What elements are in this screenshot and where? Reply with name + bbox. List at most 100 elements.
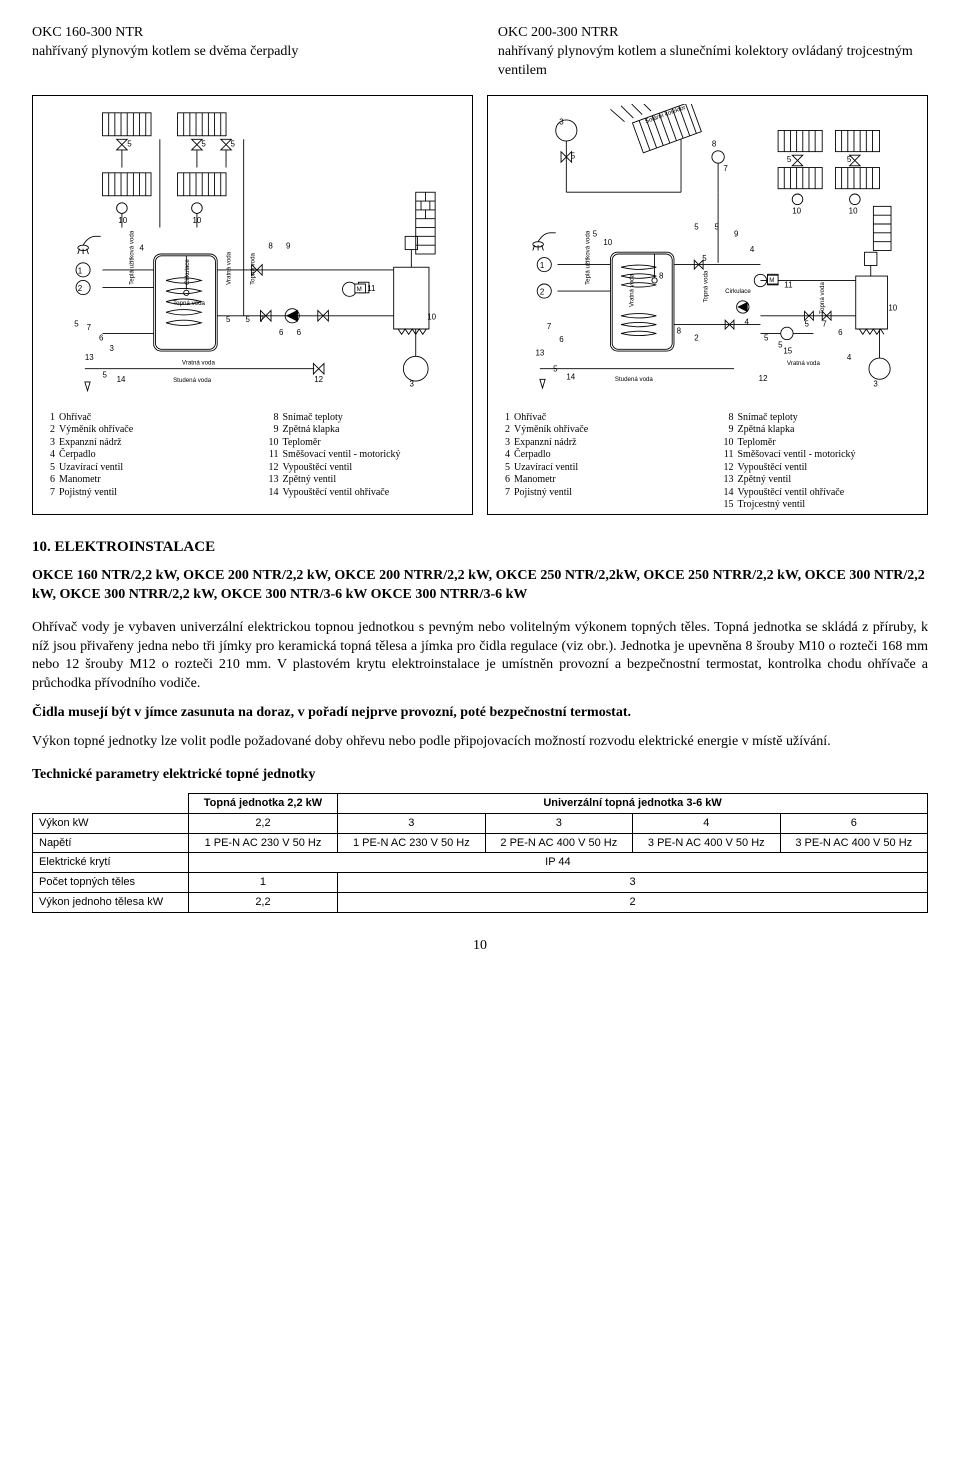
- cell-vyk1-0: 2,2: [188, 893, 337, 913]
- svg-text:5: 5: [74, 319, 79, 328]
- header-left: OKC 160-300 NTR nahřívaný plynovým kotle…: [32, 24, 462, 81]
- legend-text: Teploměr: [283, 437, 321, 450]
- svg-text:5: 5: [702, 254, 707, 263]
- legend-row: 14Vypouštěcí ventil ohřívače: [265, 487, 465, 500]
- svg-text:4: 4: [140, 243, 145, 252]
- svg-text:7: 7: [87, 323, 92, 332]
- legend-text: Směšovací ventil - motorický: [738, 449, 856, 462]
- svg-text:5: 5: [715, 222, 720, 231]
- svg-text:5: 5: [226, 315, 231, 324]
- svg-text:8: 8: [659, 271, 664, 280]
- legend-num: 7: [41, 487, 59, 500]
- legend-text: Vypouštěcí ventil: [738, 462, 808, 475]
- schematic-right: 35 87 55 1010 55 510 94 12 8 5 11 76 135…: [496, 104, 919, 404]
- legend-row: 11Směšovací ventil - motorický: [720, 449, 920, 462]
- svg-text:14: 14: [566, 372, 575, 381]
- svg-text:7: 7: [547, 322, 552, 331]
- cell-vykon-4: 6: [780, 813, 927, 833]
- svg-text:7: 7: [822, 319, 827, 328]
- cell-vykon-1: 3: [338, 813, 485, 833]
- header-right: OKC 200-300 NTRR nahřívaný plynovým kotl…: [498, 24, 928, 81]
- legend-num: 11: [265, 449, 283, 462]
- schematic-left: 555 1010 12 4 89 11 557 66 763 13514 123…: [41, 104, 464, 404]
- svg-text:2: 2: [540, 287, 545, 296]
- svg-text:6: 6: [297, 328, 302, 337]
- svg-text:4: 4: [750, 245, 755, 254]
- cell-napeti-3: 3 PE-N AC 400 V 50 Hz: [633, 833, 780, 853]
- diagram-left: 555 1010 12 4 89 11 557 66 763 13514 123…: [32, 95, 473, 515]
- svg-text:13: 13: [85, 353, 94, 362]
- legend-row: 1Ohřívač: [496, 412, 696, 425]
- legend-num: 12: [265, 462, 283, 475]
- cell-vykon-2: 3: [485, 813, 632, 833]
- svg-text:5: 5: [103, 370, 108, 379]
- svg-text:5: 5: [764, 333, 769, 342]
- legend-num: 2: [496, 424, 514, 437]
- legend-text: Výměník ohřívače: [514, 424, 588, 437]
- svg-text:8: 8: [712, 139, 717, 148]
- svg-text:10: 10: [193, 216, 202, 225]
- svg-text:10: 10: [888, 303, 897, 312]
- legend-text: Ohřívač: [59, 412, 91, 425]
- legend-text: Trojcestný ventil: [738, 499, 806, 512]
- svg-text:11: 11: [784, 280, 793, 289]
- legend-row: 1Ohřívač: [41, 412, 241, 425]
- svg-text:6: 6: [838, 328, 843, 337]
- legend-text: Vypouštěcí ventil ohřívače: [738, 487, 845, 500]
- svg-text:7: 7: [723, 164, 728, 173]
- svg-text:9: 9: [734, 229, 739, 238]
- cell-vykon-3: 4: [633, 813, 780, 833]
- svg-text:5: 5: [593, 229, 598, 238]
- legend-num: 1: [496, 412, 514, 425]
- legend-num: 15: [720, 499, 738, 512]
- legend-row: 6Manometr: [41, 474, 241, 487]
- svg-text:5: 5: [245, 315, 250, 324]
- legend-num: 3: [496, 437, 514, 450]
- svg-text:5: 5: [778, 340, 783, 349]
- param-title: Technické parametry elektrické topné jed…: [32, 766, 928, 785]
- svg-text:Vratná voda: Vratná voda: [225, 251, 232, 285]
- svg-text:Vratná voda: Vratná voda: [628, 273, 635, 307]
- svg-text:15: 15: [783, 346, 792, 355]
- svg-text:Teplá užitková voda: Teplá užitková voda: [128, 230, 135, 285]
- legend-text: Zpětný ventil: [738, 474, 792, 487]
- svg-text:10: 10: [849, 206, 858, 215]
- page-number: 10: [32, 937, 928, 956]
- legend-row: 4Čerpadlo: [41, 449, 241, 462]
- legend-text: Vypouštěcí ventil: [283, 462, 353, 475]
- svg-text:5: 5: [847, 155, 852, 164]
- legend-row: 5Uzavírací ventil: [496, 462, 696, 475]
- legend-row: 7Pojistný ventil: [41, 487, 241, 500]
- cell-napeti-0: 1 PE-N AC 230 V 50 Hz: [188, 833, 337, 853]
- legend-row: 13Zpětný ventil: [720, 474, 920, 487]
- model-list: OKCE 160 NTR/2,2 kW, OKCE 200 NTR/2,2 kW…: [32, 567, 928, 605]
- legend-num: 1: [41, 412, 59, 425]
- svg-text:Studená voda: Studená voda: [615, 376, 654, 383]
- svg-text:6: 6: [559, 335, 564, 344]
- row-vykon-label: Výkon kW: [33, 813, 189, 833]
- header-left-title: OKC 160-300 NTR: [32, 24, 462, 43]
- legend-num: 6: [41, 474, 59, 487]
- legend-row: 5Uzavírací ventil: [41, 462, 241, 475]
- row-pocet-label: Počet topných těles: [33, 873, 189, 893]
- legend-text: Snímač teploty: [283, 412, 343, 425]
- legend-text: Expanzní nádrž: [59, 437, 121, 450]
- legend-row: 9Zpětná klapka: [265, 424, 465, 437]
- svg-text:2: 2: [694, 333, 699, 342]
- legend-row: 2Výměník ohřívače: [496, 424, 696, 437]
- legend-num: 10: [720, 437, 738, 450]
- legend-num: 8: [265, 412, 283, 425]
- para-3: Výkon topné jednotky lze volit podle pož…: [32, 733, 928, 752]
- svg-text:1: 1: [78, 266, 83, 275]
- legend-num: 2: [41, 424, 59, 437]
- legend-row: 3Expanzní nádrž: [41, 437, 241, 450]
- legend-row: 12Vypouštěcí ventil: [720, 462, 920, 475]
- legend-text: Ohřívač: [514, 412, 546, 425]
- legend-num: 10: [265, 437, 283, 450]
- blank-header: [33, 793, 189, 813]
- params-table: Topná jednotka 2,2 kW Univerzální topná …: [32, 793, 928, 913]
- cell-kryti: IP 44: [188, 853, 927, 873]
- para-1: Ohřívač vody je vybaven univerzální elek…: [32, 619, 928, 695]
- legend-text: Uzavírací ventil: [59, 462, 123, 475]
- legend-num: 14: [265, 487, 283, 500]
